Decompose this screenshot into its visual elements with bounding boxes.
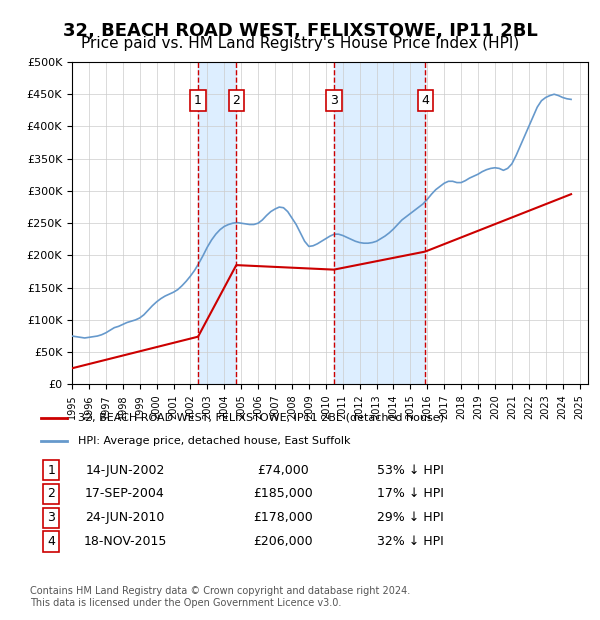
- Bar: [198, 62, 236, 384]
- Text: £74,000: £74,000: [257, 464, 310, 477]
- Text: 14-JUN-2002: 14-JUN-2002: [85, 464, 165, 477]
- Text: 2: 2: [232, 94, 240, 107]
- Text: 29% ↓ HPI: 29% ↓ HPI: [377, 512, 443, 525]
- Text: 17% ↓ HPI: 17% ↓ HPI: [377, 487, 443, 500]
- Text: £185,000: £185,000: [254, 487, 313, 500]
- Text: £206,000: £206,000: [254, 535, 313, 548]
- Text: HPI: Average price, detached house, East Suffolk: HPI: Average price, detached house, East…: [77, 436, 350, 446]
- Text: Contains HM Land Registry data © Crown copyright and database right 2024.
This d: Contains HM Land Registry data © Crown c…: [30, 586, 410, 608]
- Text: 3: 3: [330, 94, 338, 107]
- Text: 2: 2: [47, 487, 55, 500]
- Text: 3: 3: [47, 512, 55, 525]
- Text: 32, BEACH ROAD WEST, FELIXSTOWE, IP11 2BL: 32, BEACH ROAD WEST, FELIXSTOWE, IP11 2B…: [62, 22, 538, 40]
- Text: 4: 4: [47, 535, 55, 548]
- Bar: [334, 62, 425, 384]
- Text: Price paid vs. HM Land Registry's House Price Index (HPI): Price paid vs. HM Land Registry's House …: [81, 36, 519, 51]
- Text: £178,000: £178,000: [254, 512, 313, 525]
- Text: 18-NOV-2015: 18-NOV-2015: [83, 535, 167, 548]
- Text: 1: 1: [47, 464, 55, 477]
- Text: 32% ↓ HPI: 32% ↓ HPI: [377, 535, 443, 548]
- Text: 24-JUN-2010: 24-JUN-2010: [85, 512, 165, 525]
- Text: 4: 4: [421, 94, 429, 107]
- Text: 17-SEP-2004: 17-SEP-2004: [85, 487, 165, 500]
- Text: 32, BEACH ROAD WEST, FELIXSTOWE, IP11 2BL (detached house): 32, BEACH ROAD WEST, FELIXSTOWE, IP11 2B…: [77, 413, 443, 423]
- Text: 1: 1: [194, 94, 202, 107]
- Text: 53% ↓ HPI: 53% ↓ HPI: [377, 464, 443, 477]
